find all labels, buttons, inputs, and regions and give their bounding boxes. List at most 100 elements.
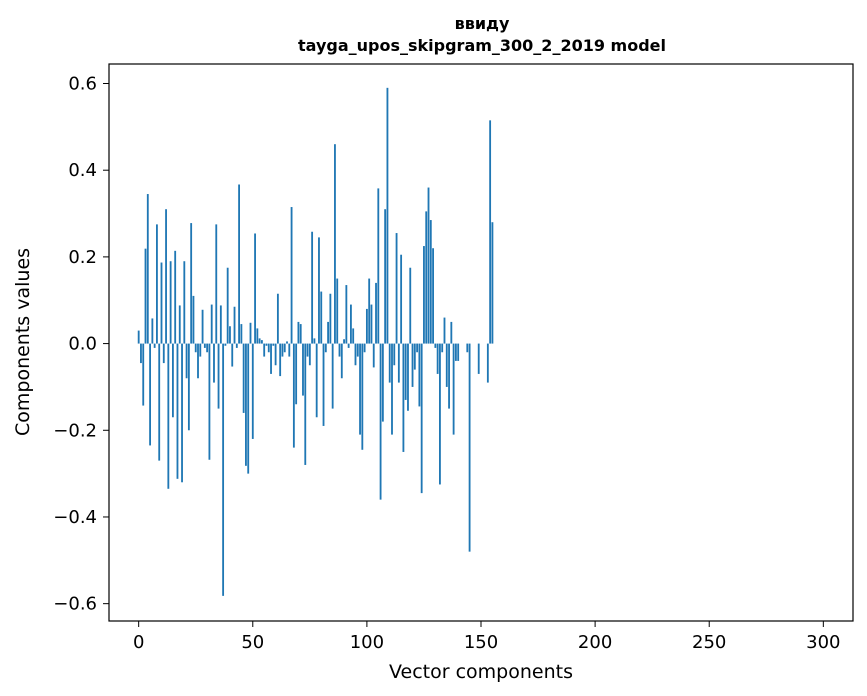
bar xyxy=(311,231,314,344)
x-axis-label: Vector components xyxy=(389,661,573,683)
bar xyxy=(176,343,179,479)
bar xyxy=(324,343,327,353)
bar xyxy=(299,324,302,344)
bar xyxy=(151,318,154,344)
bar xyxy=(322,343,325,426)
bar xyxy=(251,343,254,439)
bar xyxy=(477,343,480,374)
bar xyxy=(279,343,282,377)
bar xyxy=(450,321,453,344)
x-tick-label: 100 xyxy=(350,632,384,653)
bar xyxy=(295,343,298,405)
bar xyxy=(153,343,156,348)
bar xyxy=(352,328,355,344)
bar xyxy=(240,324,243,344)
x-tick-label: 50 xyxy=(241,632,264,653)
bar xyxy=(420,343,423,494)
chart-title-line-2: tayga_upos_skipgram_300_2_2019 model xyxy=(298,36,666,55)
bar xyxy=(379,343,382,500)
bar xyxy=(468,343,471,552)
bar xyxy=(404,343,407,400)
bar xyxy=(372,343,375,368)
x-tick-label: 300 xyxy=(806,632,840,653)
bar xyxy=(171,343,174,418)
bar xyxy=(140,343,142,364)
bar xyxy=(361,343,364,450)
y-tick-label: 0.2 xyxy=(68,247,97,268)
bar xyxy=(448,343,450,409)
bar xyxy=(256,328,259,344)
bar xyxy=(149,343,151,446)
bar xyxy=(302,343,304,396)
bar xyxy=(338,343,341,357)
bar xyxy=(370,304,373,344)
bar xyxy=(283,343,286,353)
x-tick-label: 0 xyxy=(133,632,144,653)
bar xyxy=(384,209,387,344)
bar xyxy=(254,233,256,344)
bar xyxy=(436,343,439,374)
bar xyxy=(413,343,416,370)
bar xyxy=(327,321,330,344)
bar xyxy=(181,343,183,483)
bar xyxy=(208,343,211,460)
bar xyxy=(274,343,277,366)
bar xyxy=(206,343,209,353)
bar xyxy=(429,220,432,344)
bar xyxy=(432,248,434,344)
bar xyxy=(388,343,391,383)
bar xyxy=(137,330,140,344)
bar xyxy=(162,343,165,364)
bar xyxy=(174,250,177,344)
y-tick-label: −0.6 xyxy=(53,594,97,615)
x-tick-label: 250 xyxy=(692,632,726,653)
bar xyxy=(418,343,421,407)
bar xyxy=(267,343,270,353)
bar xyxy=(160,262,163,344)
bar xyxy=(425,211,428,344)
x-tick-label: 150 xyxy=(464,632,498,653)
bar xyxy=(443,317,446,344)
y-tick-label: 0.0 xyxy=(68,334,97,355)
bar xyxy=(231,343,234,367)
bar xyxy=(331,343,334,409)
bar xyxy=(386,87,389,344)
bar xyxy=(167,343,170,489)
bar xyxy=(452,343,455,435)
plot-area-frame xyxy=(108,63,854,622)
bar xyxy=(242,343,245,413)
bar xyxy=(320,291,323,344)
bar xyxy=(400,254,403,344)
bar xyxy=(261,340,263,344)
bar xyxy=(391,343,393,435)
bar xyxy=(308,343,311,366)
bar xyxy=(423,246,425,344)
bar xyxy=(270,343,272,374)
bar xyxy=(393,343,396,366)
bar xyxy=(409,267,412,344)
bar xyxy=(272,343,275,346)
bar xyxy=(397,343,400,383)
bar xyxy=(265,343,268,346)
bar xyxy=(238,184,240,344)
bar xyxy=(194,343,197,353)
bar xyxy=(281,343,284,357)
bar xyxy=(340,343,343,379)
bar xyxy=(219,305,222,344)
bar xyxy=(411,343,414,387)
bar xyxy=(156,224,158,344)
bar xyxy=(142,343,145,406)
bar xyxy=(178,305,181,344)
bar xyxy=(217,343,220,409)
x-axis-ticks: 0 50 100 150 200 250 300 xyxy=(133,621,841,653)
bar xyxy=(199,343,202,357)
bar xyxy=(187,343,190,431)
bar xyxy=(350,304,352,344)
bar xyxy=(158,343,161,461)
bar xyxy=(439,343,441,485)
bar xyxy=(427,187,430,344)
bar xyxy=(146,194,149,344)
bar xyxy=(245,343,247,466)
bar xyxy=(354,343,357,366)
